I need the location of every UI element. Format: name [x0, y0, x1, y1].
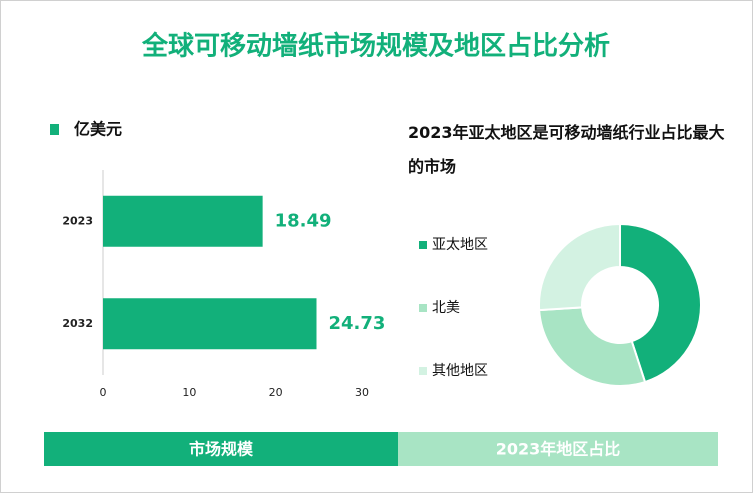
legend-label: 亚太地区: [432, 237, 488, 253]
legend-label: 北美: [432, 300, 460, 316]
donut-slice: [538, 306, 647, 387]
x-tick-label: 20: [269, 386, 283, 399]
tab: [44, 432, 398, 466]
tab: [398, 432, 718, 466]
data-label: 18.49: [275, 210, 332, 231]
tab-label: 市场规模: [189, 440, 254, 459]
data-label: 24.73: [329, 313, 386, 334]
pie-title: 2023年亚太地区是可移动墙纸行业占比最大的市场: [408, 123, 725, 176]
x-tick-label: 0: [100, 386, 107, 399]
legend-swatch: [419, 367, 427, 375]
x-tick-label: 30: [355, 386, 369, 399]
page-title: 全球可移动墙纸市场规模及地区占比分析: [141, 31, 610, 62]
x-tick-label: 10: [182, 386, 196, 399]
bar: [103, 195, 263, 247]
legend-label: 其他地区: [432, 363, 488, 379]
donut-slice: [619, 222, 702, 384]
y-tick-label: 2023: [62, 214, 93, 227]
tab-label: 2023年地区占比: [496, 440, 621, 459]
legend-swatch: [419, 304, 427, 312]
donut-slice: [538, 222, 621, 312]
legend-swatch: [419, 241, 427, 249]
legend-swatch: [50, 124, 59, 135]
bar: [103, 298, 317, 350]
y-tick-label: 2032: [62, 317, 93, 330]
legend-label: 亿美元: [74, 120, 122, 139]
